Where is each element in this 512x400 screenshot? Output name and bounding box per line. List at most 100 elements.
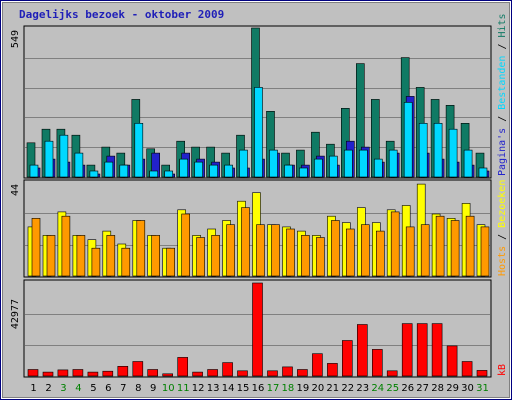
day-label-9: 9 [150, 383, 156, 394]
bar-hosts-day-2 [46, 235, 56, 277]
bar-files-day-6 [104, 161, 114, 178]
day-label-30: 30 [461, 383, 474, 394]
bar-kb-day-26 [401, 323, 413, 377]
bar-files-day-16 [254, 87, 263, 178]
day-label-15: 15 [237, 383, 250, 394]
bar-kb-day-6 [102, 370, 114, 377]
bar-files-day-18 [284, 164, 293, 178]
bar-files-day-3 [59, 134, 69, 178]
bar-files-day-13 [209, 164, 218, 178]
bar-hosts-day-3 [61, 215, 71, 277]
bar-files-day-17 [269, 149, 278, 178]
bar-files-day-4 [74, 152, 84, 178]
bar-hosts-day-6 [106, 235, 116, 277]
bar-hosts-day-25 [390, 211, 400, 277]
day-label-21: 21 [326, 383, 339, 394]
legend-bezoeken: Bezoeken [497, 180, 508, 228]
bar-hosts-day-23 [360, 224, 370, 277]
bar-files-day-21 [329, 155, 338, 178]
bar-files-day-1 [29, 164, 39, 178]
top-ymax-label: 549 [10, 30, 21, 48]
bar-kb-day-30 [461, 361, 473, 377]
bar-files-day-31 [478, 167, 488, 178]
day-label-31: 31 [476, 383, 489, 394]
day-label-22: 22 [341, 383, 354, 394]
bar-files-day-10 [164, 170, 173, 178]
legend-hosts: Hosts [497, 246, 508, 276]
day-label-19: 19 [297, 383, 310, 394]
bar-files-day-20 [314, 158, 323, 178]
bar-hosts-day-16 [256, 224, 265, 277]
day-label-3: 3 [60, 383, 66, 394]
bar-kb-day-31 [476, 370, 488, 377]
bar-files-day-8 [134, 123, 144, 178]
bar-kb-day-16 [252, 282, 263, 377]
day-label-13: 13 [207, 383, 220, 394]
bar-kb-day-23 [356, 324, 368, 377]
legend-separator: / [497, 228, 508, 246]
bar-hosts-day-14 [226, 224, 235, 277]
day-label-28: 28 [431, 383, 444, 394]
bar-hosts-day-10 [166, 247, 175, 277]
bar-hosts-day-30 [465, 215, 475, 277]
bar-files-day-30 [463, 149, 473, 178]
bar-hosts-day-8 [136, 220, 146, 277]
bar-hosts-day-15 [241, 207, 250, 277]
bar-files-day-7 [119, 164, 129, 178]
bar-files-day-29 [448, 128, 458, 178]
bar-files-day-25 [388, 149, 398, 178]
bar-files-day-12 [194, 161, 203, 178]
bar-hosts-day-29 [450, 220, 460, 277]
bar-kb-day-22 [341, 340, 353, 377]
bar-kb-day-20 [312, 353, 323, 377]
legend-top: Pagina's / Bestanden / Hits [497, 13, 508, 176]
bar-hosts-day-13 [211, 235, 220, 277]
bar-hosts-day-22 [345, 228, 355, 277]
bar-hosts-day-18 [286, 228, 295, 277]
bar-kb-day-4 [72, 369, 84, 377]
bar-kb-day-18 [282, 366, 293, 377]
day-label-26: 26 [401, 383, 414, 394]
bar-files-day-28 [433, 123, 443, 178]
legend-layer: Pagina's / Bestanden / Hits Hosts / Bezoe… [497, 13, 508, 376]
bar-kb-day-11 [177, 357, 188, 377]
bar-kb-day-10 [162, 373, 173, 377]
bar-kb-day-8 [132, 361, 144, 377]
day-label-5: 5 [90, 383, 96, 394]
day-label-1: 1 [30, 383, 36, 394]
bar-kb-day-1 [27, 369, 39, 377]
bar-kb-day-29 [446, 345, 458, 377]
day-label-17: 17 [267, 383, 280, 394]
bar-hosts-day-5 [91, 247, 101, 277]
bar-hosts-day-26 [405, 226, 415, 277]
bar-files-day-11 [179, 158, 188, 178]
bar-kb-day-9 [147, 369, 158, 377]
day-label-23: 23 [356, 383, 369, 394]
bar-files-day-27 [418, 123, 428, 178]
bar-hosts-day-12 [196, 237, 205, 277]
bar-hosts-day-9 [151, 235, 160, 277]
bar-kb-day-15 [237, 370, 248, 377]
bar-files-day-14 [224, 164, 233, 178]
day-label-12: 12 [192, 383, 205, 394]
legend-paginas: Pagina's [497, 128, 508, 176]
bar-files-day-9 [149, 170, 158, 178]
bottom-ymax-label: 42977 [10, 299, 21, 329]
legend-bestanden: Bestanden [497, 56, 508, 110]
day-label-24: 24 [371, 383, 384, 394]
bar-kb-day-5 [87, 371, 99, 377]
day-label-7: 7 [120, 383, 126, 394]
bars-layer [26, 27, 490, 377]
bar-kb-day-7 [117, 365, 129, 377]
bar-kb-day-19 [297, 369, 308, 377]
bar-files-day-24 [373, 158, 383, 178]
bar-files-day-19 [299, 167, 308, 178]
day-label-11: 11 [177, 383, 190, 394]
bar-files-day-2 [44, 140, 54, 178]
bar-hosts-day-7 [121, 247, 131, 277]
day-label-6: 6 [105, 383, 111, 394]
bar-kb-day-28 [431, 323, 443, 377]
day-label-10: 10 [162, 383, 175, 394]
